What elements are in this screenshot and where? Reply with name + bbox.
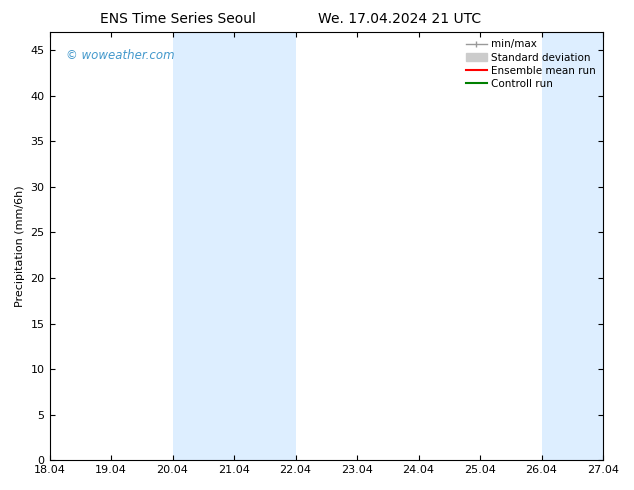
Y-axis label: Precipitation (mm/6h): Precipitation (mm/6h) xyxy=(15,185,25,307)
Text: ENS Time Series Seoul: ENS Time Series Seoul xyxy=(100,12,256,26)
Legend: min/max, Standard deviation, Ensemble mean run, Controll run: min/max, Standard deviation, Ensemble me… xyxy=(464,37,598,91)
Text: © woweather.com: © woweather.com xyxy=(66,49,175,62)
Bar xyxy=(541,32,603,460)
Bar xyxy=(234,32,295,460)
Text: We. 17.04.2024 21 UTC: We. 17.04.2024 21 UTC xyxy=(318,12,481,26)
Bar xyxy=(172,32,234,460)
